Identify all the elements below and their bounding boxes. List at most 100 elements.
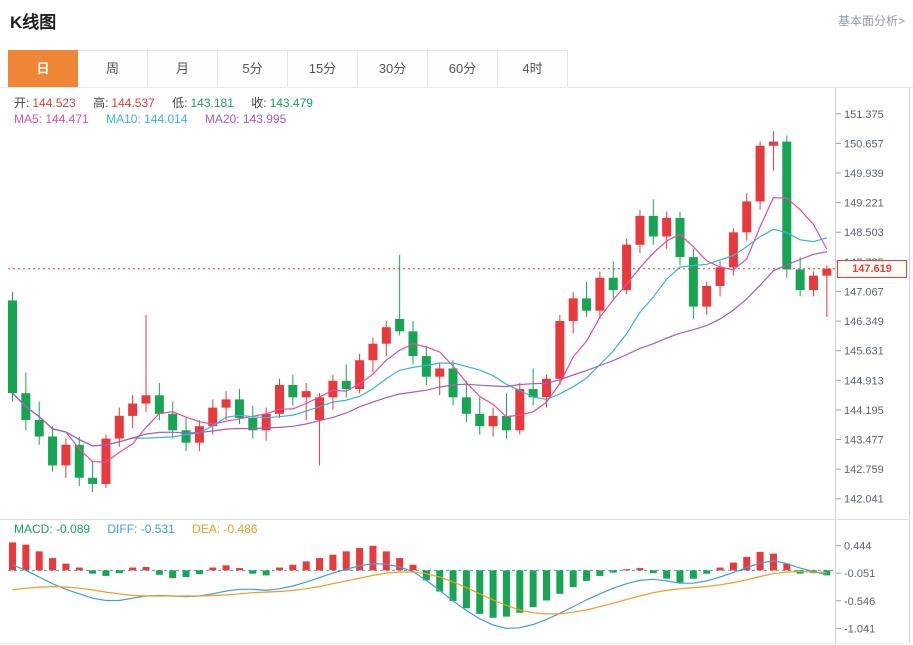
candle-body	[114, 415, 124, 439]
candle-body	[381, 327, 391, 344]
macd-bar	[756, 551, 764, 571]
candlestick-chart[interactable]: 151.375150.657149.939149.221148.503147.7…	[0, 88, 913, 645]
macd-bar	[89, 570, 97, 574]
candle-body	[728, 232, 738, 268]
ma5-line	[12, 197, 828, 463]
macd-axis: 0.444 -0.051 -0.546 -1.041	[836, 541, 875, 635]
macd-bar	[209, 567, 217, 571]
axis-label: 151.375	[844, 109, 884, 121]
macd-bar	[9, 542, 16, 571]
dea-line	[12, 570, 827, 615]
candle-body	[435, 368, 445, 377]
macd-readout: MACD: -0.089	[14, 522, 90, 536]
axis-label: -0.546	[844, 596, 875, 608]
macd-histogram	[9, 542, 831, 618]
macd-bar	[155, 570, 163, 575]
axis-label: 142.041	[844, 494, 884, 506]
macd-bar	[22, 544, 30, 571]
macd-bar	[649, 570, 657, 574]
macd-bar	[302, 561, 310, 571]
page-title: K线图	[10, 13, 57, 32]
candle-body	[515, 389, 525, 431]
macd-bar	[316, 558, 324, 571]
macd-bar	[663, 570, 671, 579]
candle-body	[141, 395, 151, 404]
macd-bar	[235, 568, 243, 571]
macd-bar	[529, 570, 537, 608]
macd-bar	[543, 570, 550, 601]
tab-15分[interactable]: 15分	[288, 50, 358, 88]
candle-body	[782, 141, 792, 270]
candle-body	[448, 368, 458, 398]
candle-body	[88, 477, 98, 484]
tab-5分[interactable]: 5分	[218, 50, 288, 88]
price-axis: 151.375150.657149.939149.221148.503147.7…	[836, 109, 884, 506]
macd-bar	[609, 570, 617, 573]
fundamental-analysis-link[interactable]: 基本面分析>	[837, 14, 905, 28]
macd-bar	[783, 563, 791, 571]
candle-body	[34, 420, 44, 437]
tab-周[interactable]: 周	[78, 50, 148, 88]
axis-label: 149.939	[844, 168, 884, 180]
macd-bar	[182, 570, 190, 578]
candle-body	[795, 269, 805, 291]
candle-body	[675, 217, 685, 258]
macd-bar	[169, 570, 177, 579]
low-readout: 低: 143.181	[172, 96, 234, 110]
timeframe-tabs: 日周月 5分 15分 30分 60分 4时	[8, 50, 568, 88]
tab-30分[interactable]: 30分	[358, 50, 428, 88]
macd-bar	[102, 570, 110, 576]
macd-bar	[369, 545, 377, 571]
tab-月[interactable]: 月	[148, 50, 218, 88]
axis-label: -0.051	[844, 568, 875, 580]
high-readout: 高: 144.537	[93, 96, 155, 110]
axis-label: 146.349	[844, 316, 884, 328]
candle-body	[421, 356, 431, 377]
ma10-line	[12, 228, 828, 447]
candle-body	[168, 413, 178, 431]
candle-body	[822, 268, 832, 276]
macd-bar	[449, 570, 457, 602]
axis-label: 145.631	[844, 346, 884, 358]
macd-bar	[436, 570, 444, 592]
candle-body	[221, 399, 231, 408]
candle-body	[809, 275, 818, 291]
candle-body	[528, 389, 538, 398]
macd-value: -0.089	[56, 522, 91, 536]
ma10-value: 144.014	[144, 112, 188, 126]
macd-bar	[636, 568, 644, 571]
macd-bar	[382, 551, 390, 571]
close-value: 143.479	[269, 96, 313, 110]
tab-日[interactable]: 日	[8, 50, 78, 88]
diff-readout: DIFF: -0.531	[107, 522, 174, 536]
macd-bar	[489, 570, 497, 618]
candle-body	[288, 384, 298, 398]
macd-bar	[502, 570, 510, 617]
candle-body	[194, 426, 204, 443]
macd-bar	[769, 553, 777, 571]
macd-bar	[569, 570, 577, 588]
macd-bar	[476, 570, 484, 614]
macd-bar	[75, 567, 83, 571]
candle-body	[234, 399, 244, 418]
macd-bar	[49, 558, 57, 571]
ma10-label: MA10:	[106, 112, 141, 126]
tab-4时[interactable]: 4时	[498, 50, 568, 88]
candle-body	[715, 267, 725, 286]
candle-body	[8, 300, 17, 394]
macd-bar	[716, 567, 724, 571]
tabbar-divider	[0, 87, 913, 88]
candle-body	[622, 244, 632, 291]
candle-body	[662, 217, 672, 237]
macd-bar	[329, 554, 337, 571]
macd-bar	[222, 565, 230, 571]
tab-60分[interactable]: 60分	[428, 50, 498, 88]
axis-label: 144.195	[844, 405, 884, 417]
macd-bar	[623, 569, 631, 571]
candle-body	[74, 444, 84, 478]
candle-body	[328, 380, 338, 398]
candle-body	[154, 395, 164, 414]
ma-legend: MA5: 144.471 MA10: 144.014 MA20: 143.995	[14, 112, 300, 126]
macd-bar	[409, 564, 417, 571]
